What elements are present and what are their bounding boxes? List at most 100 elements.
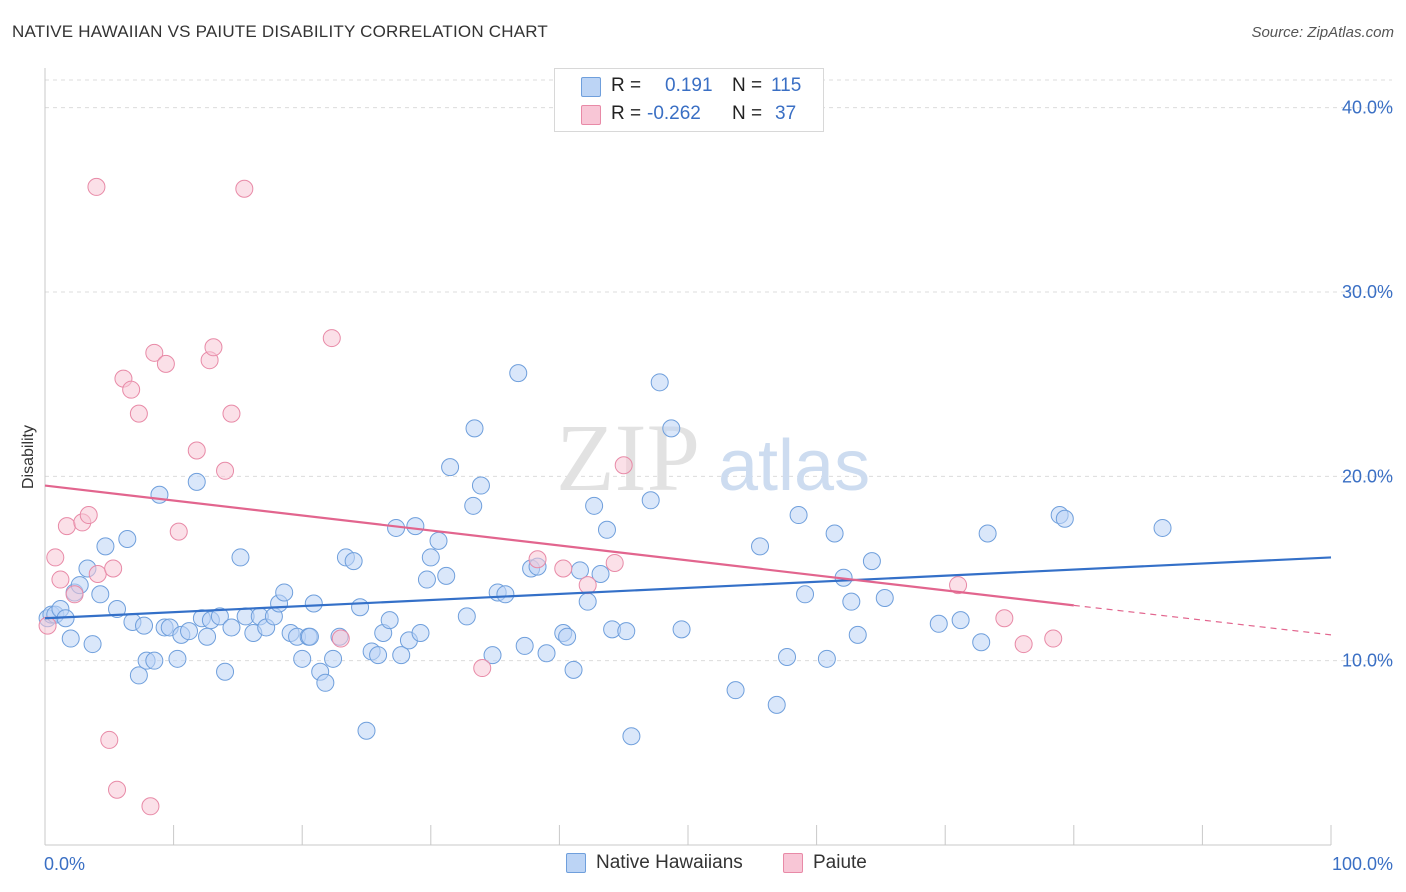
paiute-trend-line bbox=[44, 484, 1074, 607]
paiute-point bbox=[322, 329, 341, 348]
n-value: 37 bbox=[775, 103, 797, 124]
paiute-point bbox=[145, 343, 164, 362]
native-hawaiian-point bbox=[91, 585, 110, 604]
paiute-point bbox=[204, 338, 223, 357]
paiute-point bbox=[605, 553, 624, 572]
legend-item-paiute[interactable]: Paiute bbox=[783, 852, 867, 874]
native-hawaiian-point bbox=[1153, 518, 1172, 537]
native-hawaiian-point bbox=[324, 649, 343, 668]
y-tick-label: 40.0% bbox=[1342, 98, 1393, 118]
native-hawaiian-point bbox=[558, 627, 577, 646]
native-hawaiian-point bbox=[118, 530, 137, 548]
native-hawaiian-point bbox=[875, 588, 894, 607]
native-hawaiian-point bbox=[465, 419, 484, 438]
native-hawaiian-point bbox=[411, 624, 430, 643]
pink-swatch-icon bbox=[581, 105, 601, 125]
native-hawaiian-point bbox=[145, 651, 164, 670]
paiute-point bbox=[1044, 629, 1063, 648]
native-hawaiian-point bbox=[597, 520, 616, 539]
native-hawaiian-point bbox=[293, 649, 312, 668]
paiute-point bbox=[57, 517, 76, 536]
paiute-point bbox=[554, 559, 573, 578]
native-hawaiian-point bbox=[344, 552, 363, 571]
native-hawaiian-point bbox=[951, 611, 970, 630]
native-hawaiian-point bbox=[796, 585, 815, 604]
paiute-point bbox=[614, 456, 633, 475]
paiute-point bbox=[528, 550, 547, 569]
paiute-point bbox=[38, 616, 57, 635]
blue-swatch-icon bbox=[581, 77, 601, 97]
native-hawaiian-point bbox=[210, 607, 229, 626]
native-hawaiian-point bbox=[778, 647, 797, 666]
native-hawaiian-point bbox=[437, 566, 456, 585]
native-hawaiian-point bbox=[369, 646, 388, 665]
native-hawaiian-point bbox=[585, 496, 604, 515]
native-hawaiian-point bbox=[392, 646, 411, 665]
legend-item-native-hawaiians[interactable]: Native Hawaiians bbox=[566, 852, 743, 874]
native-hawaiian-point bbox=[622, 727, 641, 746]
paiute-point bbox=[1014, 635, 1033, 654]
r-label: R = bbox=[611, 75, 642, 96]
paiute-point bbox=[79, 506, 98, 525]
native-hawaiian-point bbox=[825, 524, 844, 543]
y-tick-label: 20.0% bbox=[1342, 466, 1393, 486]
native-hawaiian-point bbox=[198, 627, 217, 646]
y-tick-label: 10.0% bbox=[1342, 651, 1393, 671]
native-hawaiian-trend-line bbox=[44, 556, 1332, 620]
native-hawaiian-point bbox=[316, 673, 335, 692]
paiute-point bbox=[235, 179, 254, 198]
native-hawaiian-point bbox=[751, 537, 770, 556]
native-hawaiian-point bbox=[662, 419, 681, 438]
native-hawaiian-point bbox=[351, 598, 370, 617]
paiute-point bbox=[100, 730, 119, 749]
native-hawaiian-point bbox=[216, 662, 235, 681]
paiute-point bbox=[65, 585, 84, 604]
paiute-point bbox=[88, 565, 107, 584]
native-hawaiian-point bbox=[464, 496, 483, 515]
native-hawaiian-point bbox=[1055, 509, 1074, 528]
native-hawaiian-point bbox=[817, 649, 836, 668]
r-value: 0.191 bbox=[665, 75, 713, 96]
native-hawaiian-point bbox=[978, 524, 997, 543]
native-hawaiian-point bbox=[789, 506, 808, 525]
paiute-point bbox=[156, 354, 175, 373]
native-hawaiian-point bbox=[537, 644, 556, 663]
paiute-point bbox=[129, 404, 148, 423]
native-hawaiian-point bbox=[380, 611, 399, 630]
native-hawaiian-point bbox=[617, 622, 636, 641]
native-hawaiian-point bbox=[83, 635, 102, 654]
paiute-point bbox=[104, 559, 123, 578]
native-hawaiian-point bbox=[650, 373, 669, 392]
native-hawaiian-point bbox=[129, 666, 148, 685]
native-hawaiian-point bbox=[231, 548, 250, 567]
legend-label: Native Hawaiians bbox=[596, 852, 743, 873]
native-hawaiian-point bbox=[421, 548, 440, 567]
n-value: 115 bbox=[771, 75, 802, 96]
paiute-point bbox=[46, 548, 65, 567]
watermark: ZIP atlas bbox=[556, 404, 870, 511]
native-hawaiian-point bbox=[515, 636, 534, 655]
native-hawaiian-point bbox=[357, 721, 376, 740]
native-hawaiian-point bbox=[564, 660, 583, 679]
native-hawaiian-point bbox=[275, 583, 294, 602]
native-hawaiian-point bbox=[300, 627, 319, 646]
y-tick-label: 30.0% bbox=[1342, 282, 1393, 302]
native-hawaiian-point bbox=[429, 531, 448, 550]
native-hawaiian-point bbox=[496, 585, 515, 604]
native-hawaiian-point bbox=[406, 517, 425, 536]
native-hawaiian-point bbox=[108, 600, 127, 619]
paiute-point bbox=[108, 780, 127, 799]
paiute-point bbox=[51, 570, 70, 589]
correlation-legend: R = 0.191 N = 115 R = -0.262 N = 37 bbox=[554, 68, 824, 132]
x-tick-label: 0.0% bbox=[44, 854, 85, 874]
native-hawaiian-point bbox=[848, 625, 867, 644]
r-label: R = bbox=[611, 103, 642, 124]
paiute-point bbox=[187, 441, 206, 460]
legend-label: Paiute bbox=[813, 852, 867, 873]
native-hawaiian-point bbox=[304, 594, 323, 613]
native-hawaiian-point bbox=[168, 649, 187, 668]
pink-swatch-icon bbox=[783, 853, 803, 873]
native-hawaiian-point bbox=[96, 537, 115, 556]
native-hawaiian-point bbox=[483, 646, 502, 665]
native-hawaiian-point bbox=[641, 491, 660, 510]
